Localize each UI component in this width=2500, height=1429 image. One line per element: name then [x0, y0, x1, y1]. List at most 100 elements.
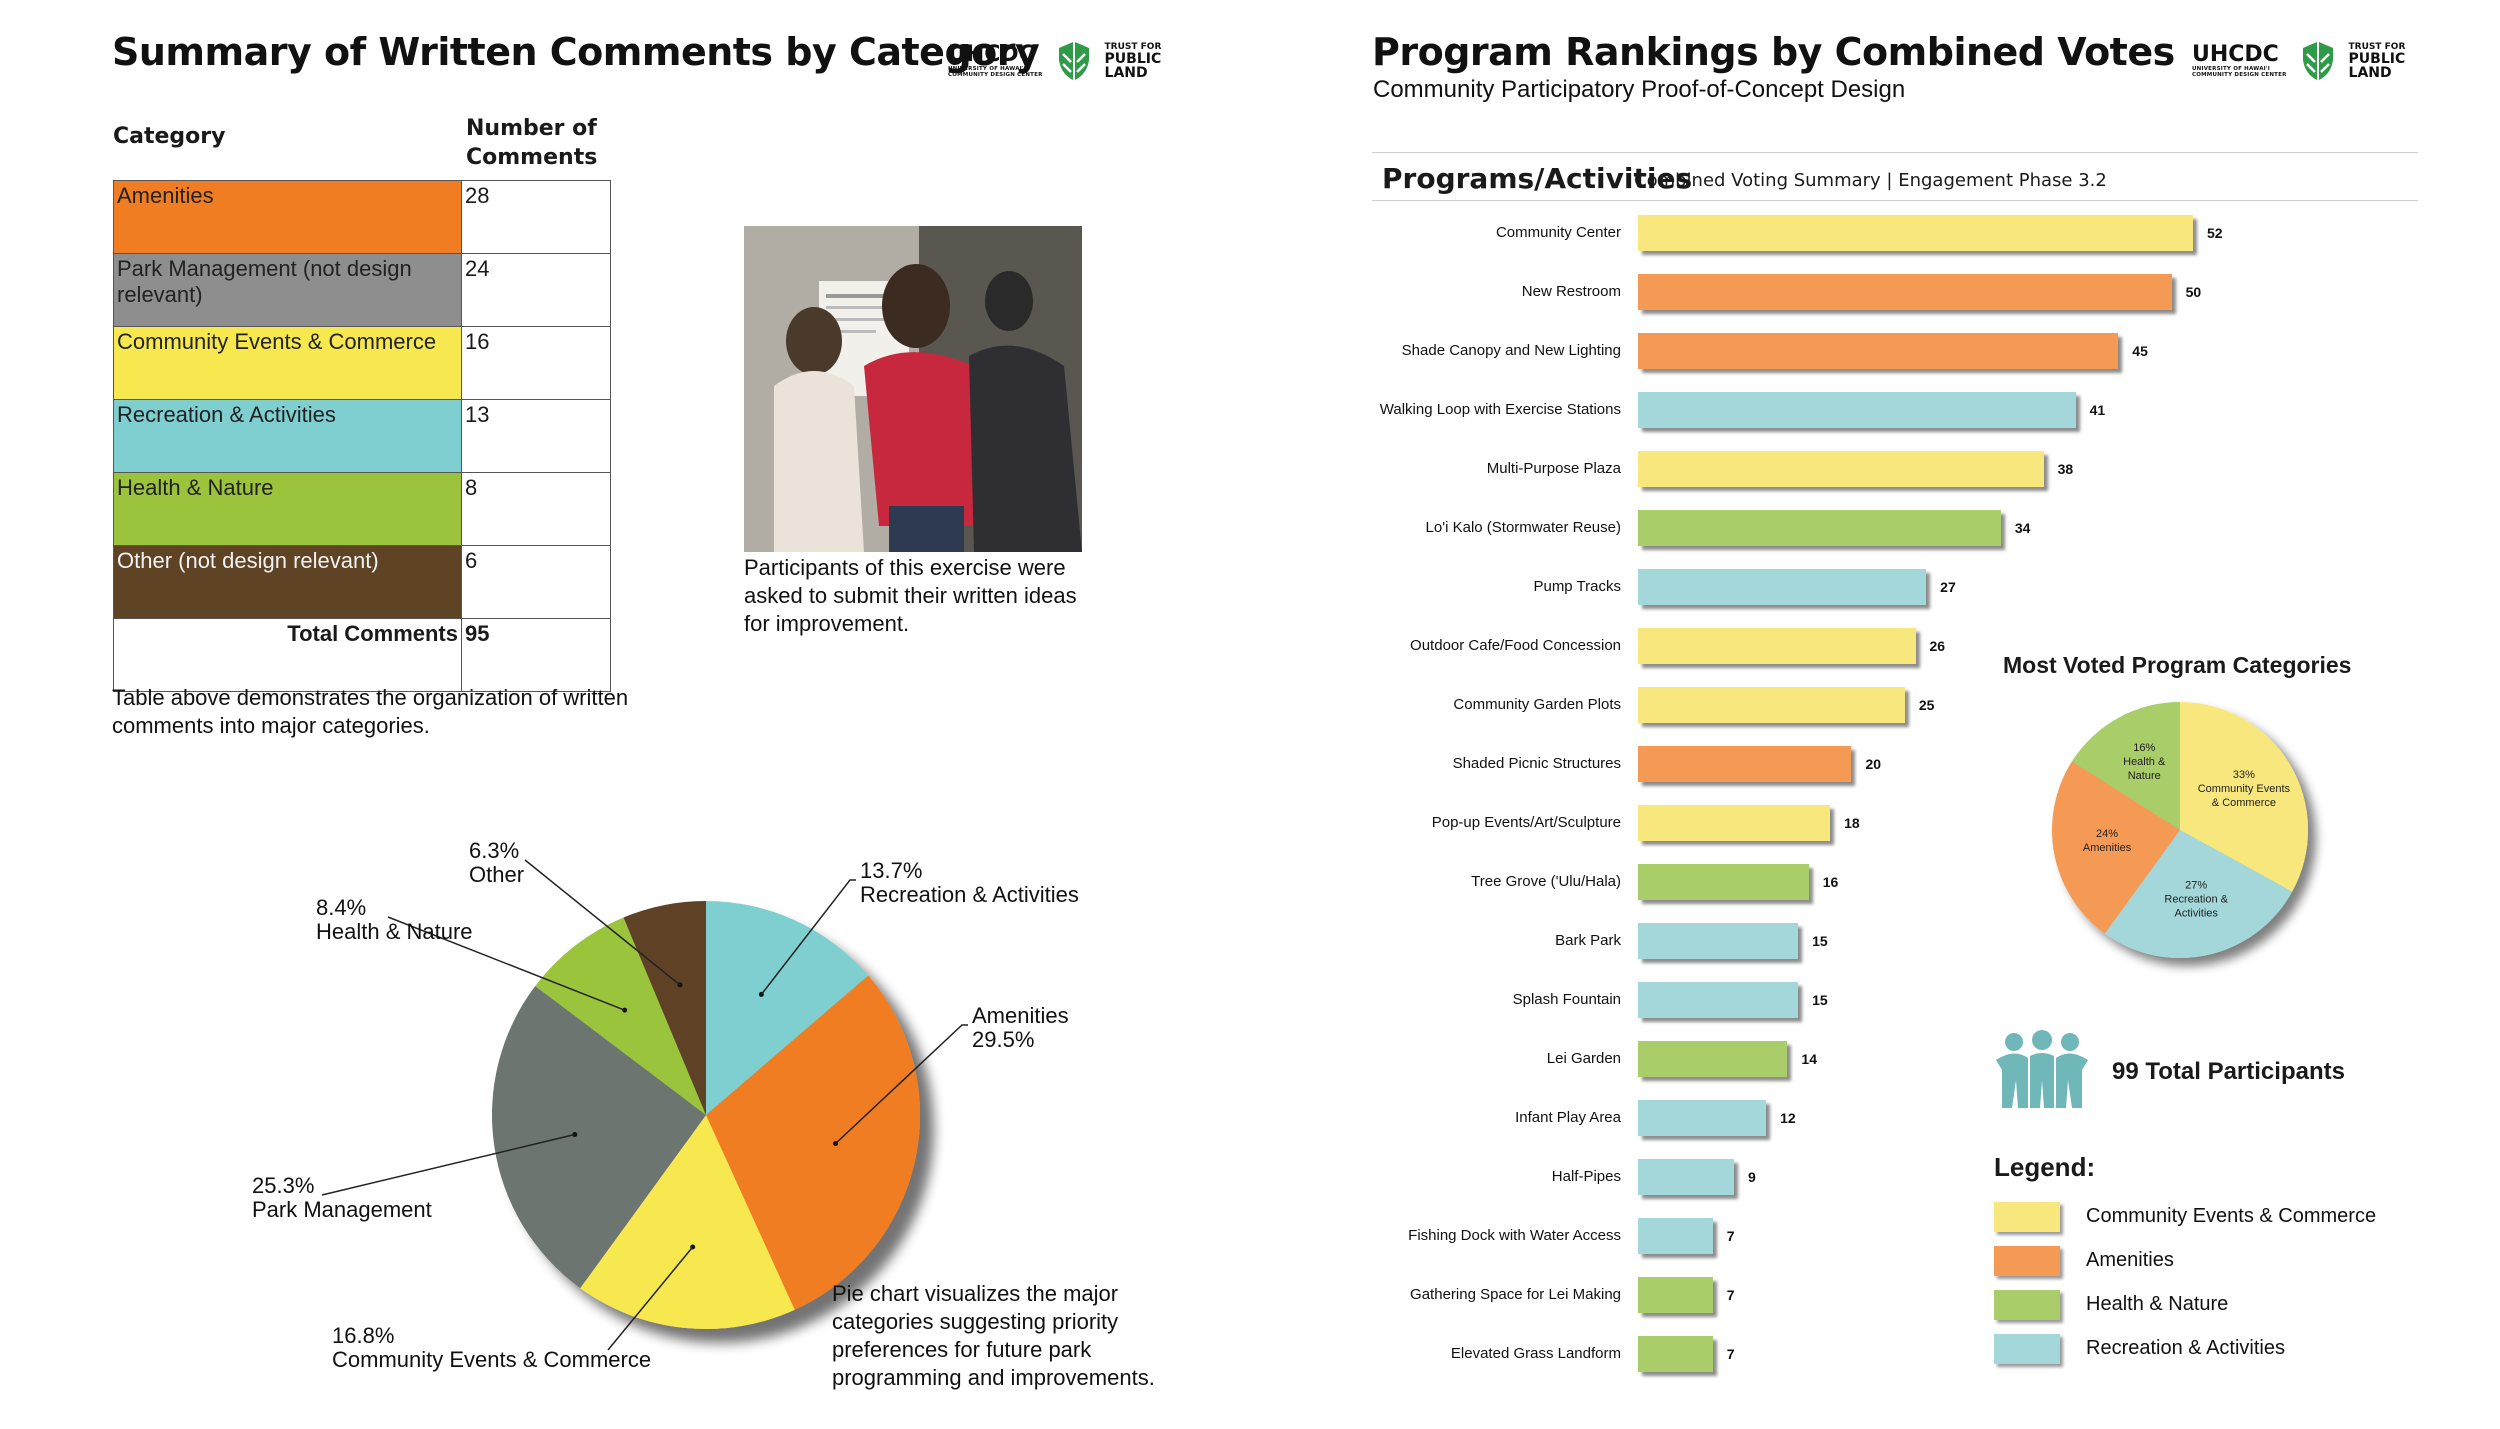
category-pie-slice-amenities — [2052, 761, 2180, 934]
bar-shade-canopy-and-new-lighting — [1638, 333, 2119, 369]
bar-label: Tree Grove ('Ulu/Hala) — [1471, 873, 1621, 890]
category-pie-chart: 33% Community Events & Commerce 27% Recreati… — [2052, 702, 2308, 958]
bar-value: 52 — [2207, 225, 2223, 241]
callout-line — [760, 879, 856, 995]
uhcdc-logo: UHCDC UNIVERSITY OF HAWAI'I COMMUNITY DE… — [948, 44, 1043, 79]
section-subtitle: Combined Voting Summary | Engagement Pha… — [1634, 170, 2107, 191]
uhcdc-logo-sub2: COMMUNITY DESIGN CENTER — [948, 72, 1043, 78]
right-subtitle: Community Participatory Proof-of-Concept… — [1373, 76, 1906, 103]
participants-photo-illustration — [744, 226, 1082, 552]
pie-label-value: 25.3% — [252, 1173, 314, 1198]
tpl-logo-right: TRUST FOR PUBLIC LAND — [2349, 42, 2406, 80]
category-pie-slice-community-events-commerce — [2180, 702, 2308, 892]
table-cell-count: 6 — [461, 545, 611, 619]
tpl-logo-right-for: TRUST FOR — [2348, 42, 2406, 52]
uhcdc-logo-right-text: UHCDC — [2192, 42, 2279, 67]
tpl-logo-right-land: LAND — [2348, 65, 2392, 81]
bar-label: Half-Pipes — [1551, 1168, 1621, 1185]
bar-label: Shaded Picnic Structures — [1452, 755, 1621, 772]
bar-pump-tracks — [1638, 569, 1927, 605]
bar-value: 9 — [1748, 1169, 1756, 1185]
tpl-logo-land: LAND — [1104, 65, 1148, 81]
category-pie-slice-health-nature — [2071, 702, 2180, 830]
table-row: Amenities 28 — [113, 180, 611, 254]
bar-label: Elevated Grass Landform — [1450, 1345, 1621, 1362]
pie-label-name: Park Management — [252, 1197, 432, 1222]
tpl-logo-right-public: PUBLIC — [2348, 51, 2406, 67]
bar-value: 7 — [1726, 1346, 1735, 1362]
uhcdc-logo-right: UHCDC UNIVERSITY OF HAWAI'I COMMUNITY DE… — [2192, 42, 2287, 79]
bar-value: 12 — [1780, 1110, 1796, 1126]
table-caption: Table above demonstrates the organizatio… — [112, 685, 629, 738]
bar-splash-fountain — [1638, 982, 1799, 1018]
table-header-category: Category — [113, 124, 226, 149]
pie-slice-amenities — [706, 975, 920, 1310]
bar-label: Gathering Space for Lei Making — [1410, 1286, 1621, 1303]
bar-value: 15 — [1812, 992, 1828, 1008]
category-pie-label: Community Events — [2198, 783, 2291, 795]
bar-community-garden-plots — [1638, 687, 1905, 723]
comments-table: Amenities 28 Park Management (not design r… — [113, 180, 611, 692]
bar-label: Walking Loop with Exercise Stations — [1379, 401, 1621, 418]
right-title: Program Rankings by Combined Votes — [1372, 30, 2175, 74]
tpl-logo-for: TRUST FOR — [1104, 42, 1162, 52]
table-cell-category: Amenities — [113, 180, 462, 254]
bar-outdoor-cafe-food-concession — [1638, 628, 1916, 664]
legend-label: Community Events & Commerce — [2086, 1205, 2377, 1227]
bar-value: 25 — [1918, 697, 1935, 713]
tpl-logo: TRUST FOR PUBLIC LAND — [1105, 42, 1162, 80]
bar-lei-garden — [1638, 1041, 1788, 1077]
table-cell-count: 13 — [461, 399, 611, 473]
pie-label-name: Health & Nature — [316, 919, 473, 944]
bar-bark-park — [1638, 923, 1799, 959]
bar-value: 7 — [1726, 1228, 1735, 1244]
bar-shaded-picnic-structures — [1638, 746, 1852, 782]
bar-half-pipes — [1638, 1159, 1735, 1195]
table-header-count: Number of Comments — [466, 114, 597, 172]
table-cell-category: Other (not design relevant) — [113, 545, 462, 619]
category-pie-slice-recreation-activities — [2104, 830, 2293, 958]
table-header-count-line2: Comments — [466, 145, 598, 170]
bar-label: New Restroom — [1521, 283, 1621, 300]
table-row: Community Events & Commerce 16 — [113, 326, 611, 400]
table-cell-category: Community Events & Commerce — [113, 326, 462, 400]
bar-label: Lei Garden — [1546, 1050, 1621, 1067]
bar-elevated-grass-landform — [1638, 1336, 1713, 1372]
pie-slice-park-management — [492, 985, 706, 1289]
pie-label-name: Community Events & Commerce — [332, 1347, 651, 1372]
pie-label-value: 8.4% — [316, 895, 366, 920]
category-pie-label: Health & — [2123, 756, 2166, 768]
people-group-icon — [1996, 1030, 2088, 1108]
category-pie-label: Activities — [2174, 907, 2218, 919]
bar-fishing-dock-with-water-access — [1638, 1218, 1713, 1254]
bar-value: 14 — [1801, 1051, 1817, 1067]
photo-caption: Participants of this exercise were asked… — [744, 555, 1077, 636]
bar-lo-i-kalo-stormwater-reuse — [1638, 510, 2001, 546]
bar-pop-up-events-art-sculpture — [1638, 805, 1831, 841]
bar-value: 45 — [2132, 343, 2148, 359]
bar-label: Pump Tracks — [1533, 578, 1621, 595]
bar-value: 15 — [1812, 933, 1828, 949]
left-title: Summary of Written Comments by Category — [112, 30, 1040, 74]
bar-label: Bark Park — [1555, 932, 1621, 949]
table-cell-category: Park Management (not design relevant) — [113, 253, 462, 327]
bar-value: 20 — [1865, 756, 1882, 772]
participants-photo — [744, 226, 1082, 552]
legend-label: Amenities — [2086, 1249, 2174, 1271]
bar-multi-purpose-plaza — [1638, 451, 2044, 487]
table-header-count-line1: Number of — [466, 116, 597, 141]
table-total-row: Total Comments 95 — [113, 618, 611, 692]
bar-value: 16 — [1822, 874, 1839, 890]
pie-label-name: Other — [469, 862, 524, 887]
bar-label: Lo'i Kalo (Stormwater Reuse) — [1425, 519, 1621, 536]
table-cell-count: 8 — [461, 472, 611, 546]
category-pie-value: 27% — [2185, 879, 2207, 891]
section-divider-top — [1372, 152, 2418, 153]
bar-label: Pop-up Events/Art/Sculpture — [1431, 814, 1621, 831]
table-cell-count: 24 — [461, 253, 611, 327]
table-cell-count: 16 — [461, 326, 611, 400]
table-total-label: Total Comments — [113, 618, 462, 692]
bar-infant-play-area — [1638, 1100, 1767, 1136]
pie-slice-community-events-commerce — [580, 1115, 795, 1329]
left-logos: UHCDC UNIVERSITY OF HAWAI'I COMMUNITY DE… — [948, 40, 1161, 82]
